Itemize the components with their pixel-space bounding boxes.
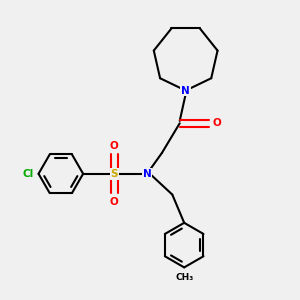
Text: S: S	[111, 169, 118, 179]
Text: O: O	[110, 197, 119, 207]
Text: N: N	[143, 169, 152, 179]
Text: N: N	[181, 85, 190, 96]
Text: O: O	[212, 118, 221, 128]
Text: Cl: Cl	[22, 169, 34, 179]
Text: CH₃: CH₃	[175, 273, 193, 282]
Text: O: O	[110, 140, 119, 151]
